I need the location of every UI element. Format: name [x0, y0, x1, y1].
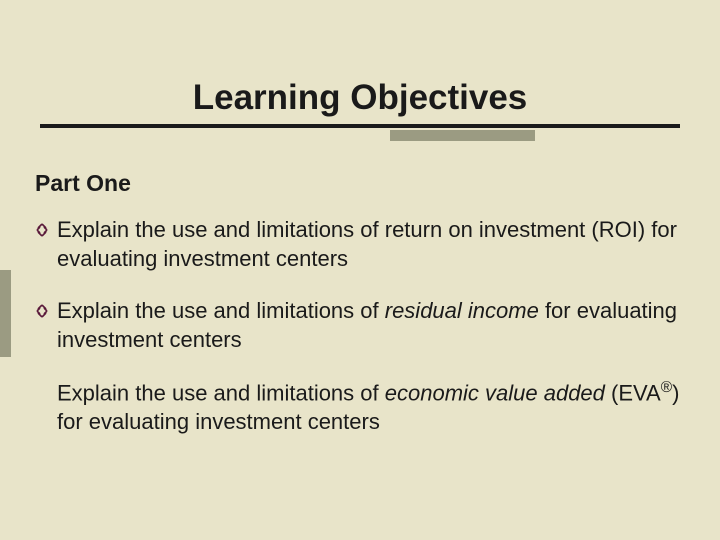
title-underline — [40, 124, 680, 128]
accent-bar — [390, 130, 535, 141]
subtitle: Part One — [35, 170, 131, 197]
bullet-marker-icon — [35, 223, 53, 237]
bullet-item: Explain the use and limitations of resid… — [35, 297, 685, 354]
bullet-list: Explain the use and limitations of retur… — [35, 216, 685, 461]
bullet-text: Explain the use and limitations of resid… — [57, 297, 685, 354]
bullet-text: Explain the use and limitations of econo… — [57, 378, 685, 437]
left-accent-bar — [0, 270, 11, 357]
bullet-text: Explain the use and limitations of retur… — [57, 216, 685, 273]
bullet-item: Explain the use and limitations of econo… — [35, 378, 685, 437]
bullet-item: Explain the use and limitations of retur… — [35, 216, 685, 273]
bullet-marker-icon — [35, 304, 53, 318]
slide-title: Learning Objectives — [193, 78, 528, 118]
